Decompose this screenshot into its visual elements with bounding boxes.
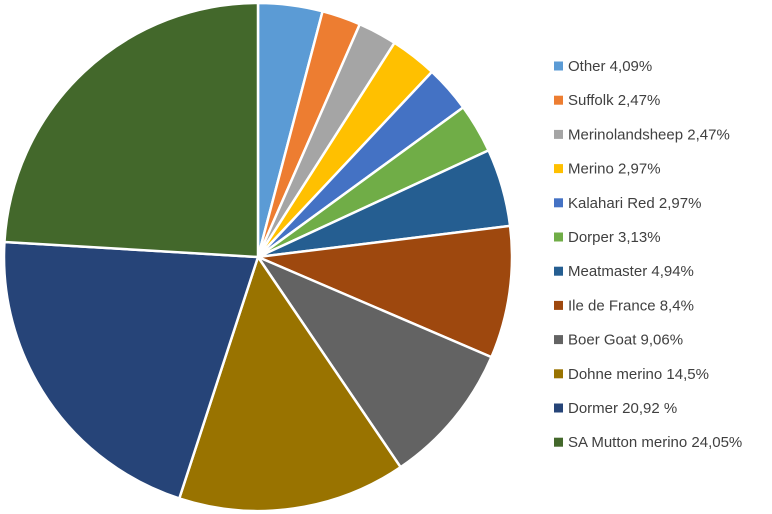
legend-label: Dormer 20,92 % [568,400,677,417]
legend-item: Other 4,09% [554,58,652,75]
legend-swatch [554,61,563,71]
legend-label: Dohne merino 14,5% [568,366,709,383]
legend-label: SA Mutton merino 24,05% [568,434,742,451]
legend-label: Merinolandsheep 2,47% [568,126,730,143]
legend-label: Suffolk 2,47% [568,92,660,109]
pie-slices [2,1,514,513]
legend-swatch [554,335,563,345]
pie-slice-11 [3,1,260,259]
legend-swatch [554,300,563,310]
legend-item: Dohne merino 14,5% [554,366,709,383]
legend-swatch [554,164,563,174]
legend-label: Meatmaster 4,94% [568,263,694,280]
pie-slice-8 [256,255,493,469]
legend-label: Kalahari Red 2,97% [568,195,701,212]
legend-item: SA Mutton merino 24,05% [554,434,742,451]
pie-slice-10 [2,240,260,500]
legend: Other 4,09% Suffolk 2,47% Merinolandsheep … [554,58,742,451]
legend-item: Meatmaster 4,94% [554,263,694,280]
legend-label: Boer Goat 9,06% [568,332,683,349]
legend-swatch [554,232,563,242]
legend-item: Dorper 3,13% [554,229,661,246]
legend-item: Merino 2,97% [554,161,661,178]
legend-swatch [554,95,563,105]
legend-swatch [554,403,563,413]
legend-label: Merino 2,97% [568,161,661,178]
legend-label: Ile de France 8,4% [568,297,694,314]
legend-item: Suffolk 2,47% [554,92,660,109]
legend-label: Other 4,09% [568,58,652,75]
legend-label: Dorper 3,13% [568,229,661,246]
legend-item: Kalahari Red 2,97% [554,195,701,212]
legend-item: Boer Goat 9,06% [554,332,683,349]
legend-item: Dormer 20,92 % [554,400,677,417]
legend-item: Ile de France 8,4% [554,297,694,314]
legend-item: Merinolandsheep 2,47% [554,126,730,143]
legend-swatch [554,198,563,208]
pie-slice-9 [178,255,402,513]
pie-slice-7 [256,224,514,359]
legend-swatch [554,129,563,139]
legend-swatch [554,437,563,447]
legend-swatch [554,369,563,379]
legend-swatch [554,266,563,276]
